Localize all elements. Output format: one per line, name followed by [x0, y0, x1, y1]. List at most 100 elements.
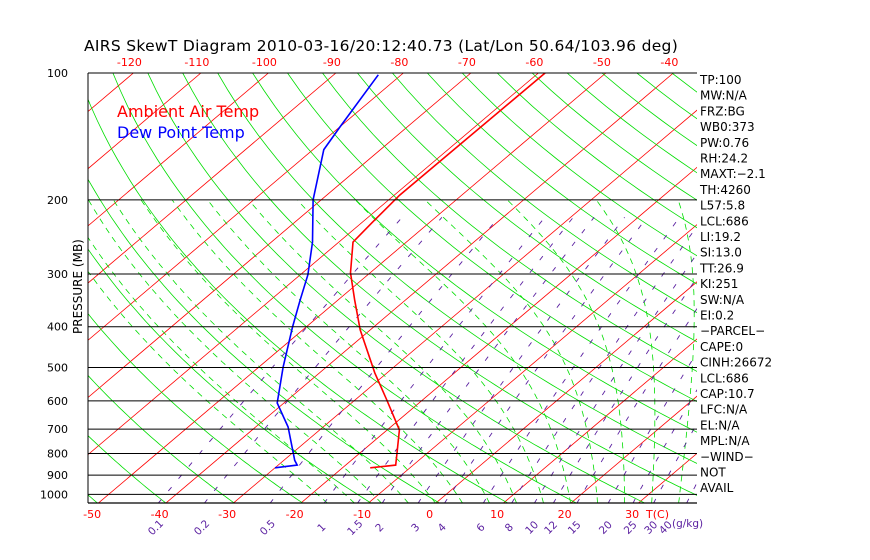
mixing-ratio-unit-label: (g/kg)	[672, 518, 703, 530]
mixing-ratio-label: 2	[373, 521, 386, 534]
dry-adiabat-line	[147, 73, 646, 503]
bottom-temp-tick-label: -20	[286, 508, 304, 521]
dry-adiabat-line	[182, 73, 697, 496]
stats-item: KI:251	[700, 277, 738, 291]
stats-item: LI:19.2	[700, 230, 741, 244]
dry-adiabat-line	[0, 73, 29, 503]
stats-item: WB0:373	[700, 120, 755, 134]
mixing-ratio-label: 10	[523, 519, 541, 537]
bottom-temp-tick-label: -10	[353, 508, 371, 521]
stats-item: MW:N/A	[700, 89, 748, 103]
mixing-ratio-line	[157, 217, 403, 503]
dry-adiabat-line	[88, 248, 372, 503]
isotherm-line	[88, 73, 269, 227]
dry-adiabat-line	[217, 73, 697, 464]
dry-adiabat-line	[322, 73, 697, 372]
mixing-ratio-label: 0.2	[192, 518, 212, 538]
dry-adiabat-line	[287, 73, 697, 402]
bottom-temp-tick-label: -30	[218, 508, 236, 521]
moist-adiabat-line	[140, 199, 436, 503]
mixing-ratio-line	[269, 217, 499, 503]
moist-adiabat-line	[677, 199, 695, 503]
chart-title: AIRS SkewT Diagram 2010-03-16/20:12:40.7…	[84, 37, 678, 55]
pressure-tick-label: 800	[47, 448, 68, 461]
stats-item: EI:0.2	[700, 309, 734, 323]
isotherm-line	[502, 338, 697, 503]
isotherm-line	[88, 73, 472, 398]
mixing-ratio-label: 6	[474, 521, 487, 534]
isotherm-line	[97, 73, 607, 503]
stats-item: MPL:N/A	[700, 434, 750, 448]
top-temp-tick-label: -120	[117, 56, 142, 69]
bottom-temp-tick-label: 10	[490, 508, 504, 521]
mixing-ratio-line	[444, 217, 648, 503]
isotherm-line	[300, 166, 697, 503]
dry-adiabat-line	[88, 98, 509, 503]
stats-item: FRZ:BG	[700, 104, 745, 118]
bottom-temp-tick-label: -40	[151, 508, 169, 521]
dry-adiabat-line	[88, 435, 167, 503]
moist-adiabat-line	[207, 199, 490, 503]
x-axis-unit-label: T(C)	[645, 508, 669, 521]
pressure-tick-label: 600	[47, 395, 68, 408]
dry-adiabat-line	[88, 313, 304, 503]
stats-item: TH:4260	[699, 183, 751, 197]
stats-item: LFC:N/A	[700, 403, 748, 417]
pressure-tick-label: 900	[47, 469, 68, 482]
mixing-ratio-label: 1	[315, 521, 328, 534]
moist-adiabat-line	[507, 199, 625, 503]
pressure-tick-label: 700	[47, 423, 68, 436]
stats-item: CAP:10.7	[700, 387, 755, 401]
bottom-temp-tick-label: 0	[426, 508, 433, 521]
mixing-ratio-line	[511, 225, 697, 503]
moist-adiabat-line	[595, 199, 656, 503]
top-temp-tick-label: -100	[252, 56, 277, 69]
top-temp-tick-label: -90	[323, 56, 341, 69]
moist-adiabat-line	[248, 199, 517, 503]
stats-item: SI:13.0	[700, 246, 742, 260]
dry-adiabat-line	[392, 73, 697, 314]
stats-item: AVAIL	[700, 481, 734, 495]
moist-adiabat-line	[355, 199, 571, 503]
stats-item: PW:0.76	[700, 136, 749, 150]
pressure-tick-label: 300	[47, 268, 68, 281]
moist-adiabat-line	[113, 199, 409, 503]
isotherm-line	[165, 73, 674, 503]
dry-adiabat-line	[112, 73, 578, 503]
mixing-ratio-label: 12	[542, 519, 560, 537]
dry-adiabat-line	[88, 178, 441, 503]
top-temp-tick-label: -40	[660, 56, 678, 69]
top-temp-tick-label: -110	[184, 56, 209, 69]
isotherm-line	[88, 73, 404, 341]
stats-item: TP:100	[699, 73, 742, 87]
bottom-temp-tick-label: -50	[83, 508, 101, 521]
stats-item: −WIND−	[700, 450, 754, 464]
stats-item: LCL:686	[700, 214, 749, 228]
dry-adiabat-line	[252, 73, 697, 433]
stats-panel: TP:100MW:N/AFRZ:BGWB0:373PW:0.76RH:24.2M…	[699, 73, 772, 495]
top-temp-tick-label: -80	[390, 56, 408, 69]
mixing-ratio-label: 20	[597, 519, 615, 537]
top-temp-tick-label: -70	[458, 56, 476, 69]
stats-item: SW:N/A	[700, 293, 745, 307]
isotherm-line	[0, 73, 66, 503]
mixing-ratio-line	[381, 217, 595, 503]
stats-item: −PARCEL−	[700, 324, 765, 338]
moist-adiabat-line	[171, 199, 463, 503]
dry-adiabat-line	[636, 73, 697, 120]
mixing-ratio-label: 0.5	[258, 518, 278, 538]
stats-item: MAXT:−2.1	[700, 167, 766, 181]
isotherm-line	[88, 73, 539, 456]
isotherm-line	[88, 73, 134, 112]
dew-point-temp-line	[274, 74, 379, 469]
pressure-tick-label: 200	[47, 194, 68, 207]
pressure-tick-label: 100	[47, 67, 68, 80]
dry-adiabat-line	[427, 73, 697, 285]
stats-item: LCL:686	[700, 371, 749, 385]
pressure-tick-label: 500	[47, 362, 68, 375]
mixing-ratio-label: 25	[622, 519, 640, 537]
moist-adiabat-line	[88, 199, 382, 503]
top-temp-tick-label: -50	[593, 56, 611, 69]
stats-item: TT:26.9	[699, 261, 744, 275]
